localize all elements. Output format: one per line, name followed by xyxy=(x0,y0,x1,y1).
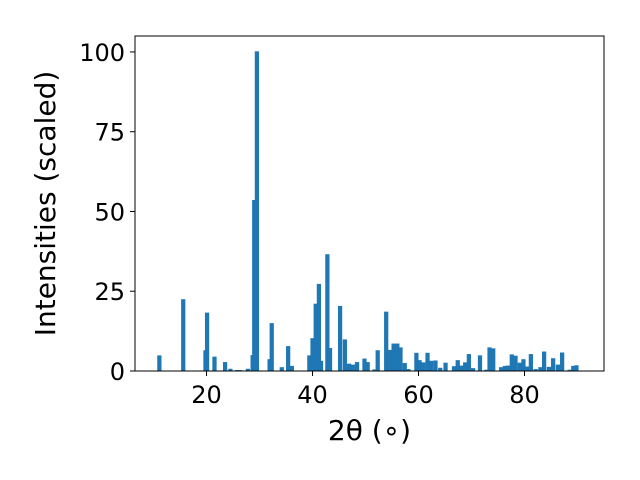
bar xyxy=(398,347,403,371)
bar xyxy=(375,350,380,371)
bar xyxy=(459,365,464,371)
bar xyxy=(391,343,396,371)
bar xyxy=(571,365,576,371)
bar xyxy=(395,343,400,371)
bar xyxy=(567,369,572,371)
bar-series xyxy=(157,51,579,372)
bar xyxy=(387,349,393,371)
bar xyxy=(525,366,530,371)
bar xyxy=(538,367,543,371)
bar xyxy=(491,348,496,371)
y-tick-label: 25 xyxy=(94,278,125,306)
bar xyxy=(346,363,352,371)
bar xyxy=(342,339,347,371)
x-tick-label: 40 xyxy=(297,381,328,409)
bar xyxy=(327,348,333,371)
bar xyxy=(372,369,377,371)
bar xyxy=(509,354,514,371)
plot-frame xyxy=(134,35,605,372)
bar xyxy=(551,358,556,371)
bar xyxy=(365,362,370,371)
bar xyxy=(438,367,443,371)
bar xyxy=(425,352,430,371)
bar xyxy=(533,369,538,371)
bar xyxy=(470,368,476,371)
bar xyxy=(254,51,260,372)
x-tick-label: 80 xyxy=(509,381,540,409)
bar xyxy=(528,354,533,371)
x-tick-label: 20 xyxy=(191,381,222,409)
bar xyxy=(310,338,315,371)
bar xyxy=(421,362,426,371)
bar xyxy=(157,355,162,371)
bar xyxy=(245,368,250,371)
bar xyxy=(252,199,257,371)
bar xyxy=(406,369,411,371)
bar xyxy=(384,311,389,371)
bar xyxy=(362,358,367,371)
bar xyxy=(517,362,522,371)
bar xyxy=(429,360,434,371)
bar xyxy=(279,367,284,371)
y-tick-label: 100 xyxy=(79,39,125,67)
bar xyxy=(502,365,508,371)
y-tick-label: 0 xyxy=(110,358,125,386)
bar xyxy=(286,346,291,371)
bar xyxy=(505,365,511,371)
bar xyxy=(350,364,355,371)
bar xyxy=(546,366,552,371)
bar xyxy=(316,283,322,371)
bar xyxy=(443,362,448,371)
bar xyxy=(499,367,504,371)
bar xyxy=(337,305,343,371)
bar xyxy=(212,356,217,371)
bar xyxy=(204,312,210,371)
bar xyxy=(269,323,274,371)
bar xyxy=(433,360,438,371)
axis-ticks: 20 40 60 80 0 25 50 75 100 xyxy=(79,39,540,409)
bar xyxy=(466,354,471,371)
bar xyxy=(451,366,457,371)
bar xyxy=(354,362,360,371)
bar xyxy=(222,362,228,371)
y-tick-label: 75 xyxy=(94,119,125,147)
bar xyxy=(521,359,526,371)
bar xyxy=(487,347,492,371)
bar xyxy=(463,362,468,371)
bar xyxy=(455,360,460,371)
bar xyxy=(417,360,422,371)
bar xyxy=(313,303,318,371)
bar xyxy=(402,363,407,371)
bar xyxy=(181,299,186,371)
bar xyxy=(318,360,324,371)
bar xyxy=(414,352,419,371)
y-axis-label: Intensities (scaled) xyxy=(29,71,62,337)
bar xyxy=(542,351,547,371)
bar xyxy=(484,369,489,371)
bar xyxy=(228,368,233,371)
bar xyxy=(307,355,312,371)
bar xyxy=(555,364,561,371)
bar xyxy=(574,365,579,371)
x-axis-label: 2θ (∘) xyxy=(328,414,411,447)
bar xyxy=(560,352,565,371)
bar xyxy=(513,355,518,371)
x-tick-label: 60 xyxy=(403,381,434,409)
y-tick-label: 50 xyxy=(94,198,125,226)
bar xyxy=(289,365,294,371)
bar xyxy=(325,254,330,371)
bar xyxy=(477,355,483,371)
